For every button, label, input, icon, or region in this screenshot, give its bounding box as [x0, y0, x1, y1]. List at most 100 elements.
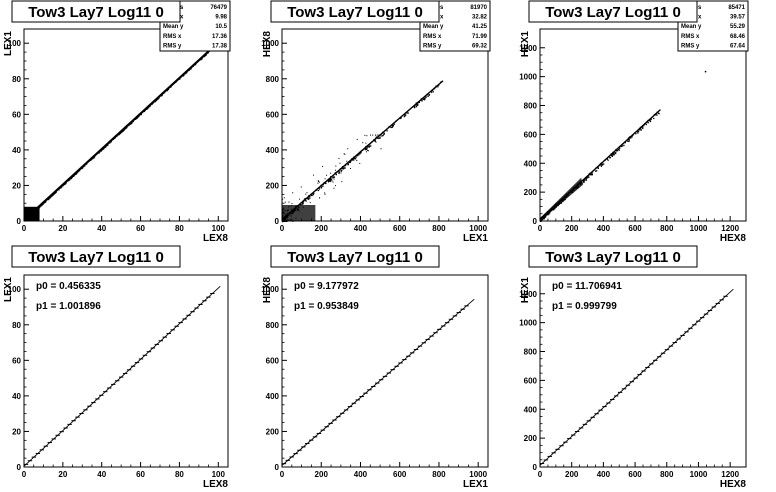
y-tick-label: 1000	[261, 39, 279, 48]
title-box	[11, 0, 181, 23]
chart-title: Tow3 Lay7 Log11 0	[545, 4, 681, 21]
data-point	[606, 158, 609, 160]
x-tick-label: 40	[97, 224, 106, 233]
x-tick-label: 800	[432, 470, 446, 479]
data-point	[543, 217, 545, 219]
stats-value: 10.5	[215, 24, 227, 30]
data-point	[421, 99, 423, 101]
data-point	[304, 198, 306, 200]
y-tick-label: 800	[524, 102, 538, 111]
data-point	[333, 176, 335, 178]
data-point	[285, 221, 287, 222]
data-point	[379, 137, 381, 139]
data-point	[308, 197, 310, 199]
data-point	[360, 152, 362, 154]
data-point	[353, 159, 355, 161]
data-point	[428, 94, 430, 96]
y-tick-label: 600	[266, 110, 280, 119]
data-point	[370, 145, 372, 147]
data-point	[366, 135, 368, 137]
x-tick-label: 400	[354, 470, 368, 479]
data-point	[299, 198, 301, 200]
data-point	[344, 153, 346, 155]
data-point	[637, 131, 639, 133]
data-point	[642, 127, 644, 130]
data-point	[591, 172, 593, 175]
data-point	[302, 203, 304, 205]
data-point	[588, 176, 590, 179]
x-tick-label: 800	[660, 470, 674, 479]
y-axis-label: HEX1	[520, 31, 531, 58]
data-point	[382, 134, 384, 136]
data-point	[540, 219, 543, 222]
pad-title: Tow3 Lay7 Log11 0	[528, 0, 698, 23]
data-point	[344, 167, 346, 169]
data-point	[317, 180, 319, 182]
data-point	[585, 179, 587, 182]
x-tick-label: 100	[212, 224, 226, 233]
data-point	[286, 221, 288, 222]
data-point	[300, 203, 302, 205]
data-point	[292, 192, 294, 194]
data-point	[318, 181, 320, 183]
data-point	[616, 149, 619, 152]
data-point	[351, 159, 353, 161]
y-axis-label: HEX8	[262, 277, 273, 304]
data-point	[377, 134, 379, 136]
data-point	[302, 202, 304, 204]
y-tick-label: 20	[12, 181, 21, 190]
data-point	[639, 129, 641, 131]
fit-param-p0: p0 = 11.706941	[552, 281, 622, 292]
x-tick-label: 600	[628, 224, 642, 233]
x-axis-label: HEX8	[720, 479, 747, 490]
y-tick-label: 100	[8, 285, 22, 294]
data-point	[425, 96, 427, 98]
x-tick-label: 1000	[469, 470, 487, 479]
fit-line	[23, 285, 221, 467]
title-box	[528, 0, 698, 23]
stats-label: Mean y	[681, 24, 702, 30]
data-point	[594, 170, 597, 172]
data-point	[283, 197, 285, 199]
data-point	[375, 141, 377, 143]
data-point	[356, 155, 359, 157]
x-tick-label: 0	[22, 470, 27, 479]
y-tick-label: 800	[266, 75, 280, 84]
data-point	[378, 137, 380, 139]
pad-title: Tow3 Lay7 Log11 0	[270, 245, 440, 268]
data-point	[319, 197, 321, 199]
data-point	[327, 181, 329, 183]
data-point	[311, 194, 313, 196]
data-point	[325, 182, 327, 185]
data-point	[330, 178, 333, 180]
y-tick-label: 200	[524, 188, 538, 197]
data-point	[365, 148, 368, 151]
data-point	[364, 134, 366, 136]
data-point	[346, 160, 348, 162]
data-point	[424, 97, 427, 99]
data-point	[603, 163, 605, 165]
data-point	[340, 170, 342, 172]
title-box	[528, 245, 698, 268]
data-point	[333, 178, 335, 180]
data-point	[283, 221, 285, 222]
x-tick-label: 0	[538, 224, 543, 233]
data-point	[544, 216, 546, 218]
data-point	[413, 106, 416, 109]
data-point	[372, 134, 374, 136]
y-tick-label: 1000	[261, 285, 279, 294]
x-tick-label: 20	[58, 224, 67, 233]
data-point	[136, 117, 138, 119]
data-point	[642, 126, 644, 128]
x-tick-label: 800	[432, 224, 446, 233]
data-point	[548, 213, 550, 215]
pad-title: Tow3 Lay7 Log11 0	[11, 245, 181, 268]
y-tick-label: 600	[524, 376, 538, 385]
data-point	[320, 186, 323, 188]
data-point	[612, 152, 615, 155]
data-point	[288, 201, 290, 203]
x-axis-label: LEX8	[203, 233, 228, 244]
y-tick-label: 100	[8, 39, 22, 48]
data-point	[585, 178, 587, 180]
